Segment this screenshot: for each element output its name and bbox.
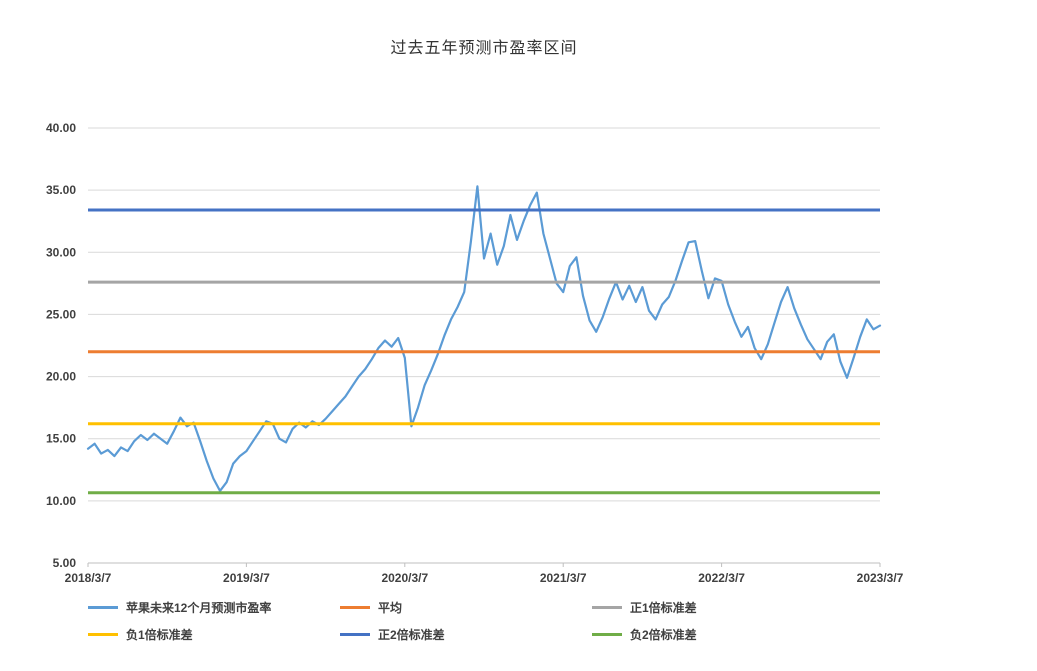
legend-item-average: 平均 — [340, 597, 592, 617]
y-tick-label: 40.00 — [46, 121, 76, 135]
x-tick-label: 2018/3/7 — [65, 571, 112, 585]
series-main-line — [86, 185, 882, 492]
legend: 苹果未来12个月预测市盈率 平均 正1倍标准差负1倍标准差 正2倍标准差 负2倍标准差 — [88, 597, 880, 644]
legend-label: 正1倍标准差 — [630, 600, 697, 615]
legend-item-minus2sd: 负2倍标准差 — [592, 624, 844, 644]
x-tick-label: 2020/3/7 — [381, 571, 428, 585]
y-tick-label: 20.00 — [46, 370, 76, 384]
x-tick-label: 2022/3/7 — [698, 571, 745, 585]
legend-item-minus1sd: 负1倍标准差 — [88, 624, 340, 644]
x-tick-label: 2023/3/7 — [857, 571, 904, 585]
legend-swatch-icon — [340, 632, 370, 636]
legend-label: 负1倍标准差 — [126, 627, 193, 642]
x-tick-label: 2019/3/7 — [223, 571, 270, 585]
y-tick-label: 15.00 — [46, 432, 76, 446]
y-tick-label: 35.00 — [46, 183, 76, 197]
legend-swatch-icon — [88, 605, 118, 609]
legend-swatch-icon — [88, 632, 118, 636]
legend-label: 正2倍标准差 — [378, 627, 445, 642]
legend-swatch-icon — [592, 632, 622, 636]
y-tick-label: 25.00 — [46, 307, 76, 321]
legend-label: 平均 — [378, 600, 403, 615]
legend-swatch-icon — [340, 605, 370, 609]
x-tick-label: 2021/3/7 — [540, 571, 587, 585]
chart-title: 过去五年预测市盈率区间 — [390, 40, 578, 57]
y-tick-label: 5.00 — [53, 556, 77, 570]
legend-label: 负2倍标准差 — [630, 627, 697, 642]
y-tick-label: 10.00 — [46, 494, 76, 508]
y-tick-label: 30.00 — [46, 245, 76, 259]
legend-item-plus1sd: 正1倍标准差 — [592, 597, 844, 617]
legend-item-plus2sd: 正2倍标准差 — [340, 624, 592, 644]
legend-item-main: 苹果未来12个月预测市盈率 — [88, 597, 340, 617]
legend-label: 苹果未来12个月预测市盈率 — [126, 600, 272, 615]
legend-swatch-icon — [592, 605, 622, 609]
